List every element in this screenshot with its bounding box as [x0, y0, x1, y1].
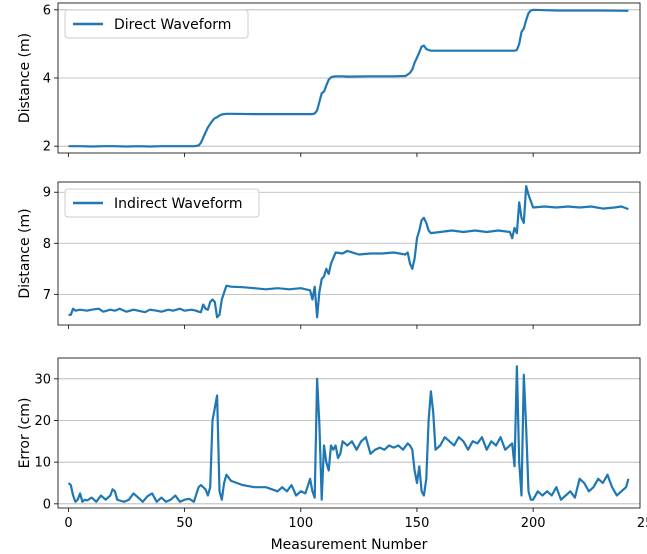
y-axis-label: Error (cm) [17, 398, 33, 469]
axes-frame [57, 357, 641, 509]
x-tick-label: 200 [521, 516, 546, 531]
legend: Direct Waveform [64, 9, 249, 39]
y-tick-label: 30 [34, 372, 51, 387]
y-axis-label: Distance (m) [17, 208, 33, 298]
y-tick-label: 20 [34, 414, 51, 429]
y-tick-label: 6 [43, 3, 51, 18]
legend-label: Indirect Waveform [114, 196, 243, 212]
y-tick-label: 4 [43, 72, 51, 87]
series-line [68, 8, 629, 148]
x-tick-label: 100 [288, 516, 313, 531]
axes-frame [57, 181, 641, 326]
legend-box [64, 188, 260, 218]
y-tick-label: 9 [43, 186, 51, 201]
subplot-1: 2 4 6 Distance (m) Direct Waveform [17, 2, 641, 157]
legend-box [64, 9, 249, 39]
x-tick-label: 50 [176, 516, 193, 531]
subplot-2: 7 8 9 Distance (m) Indirect Waveform [17, 181, 641, 329]
y-tick-label: 7 [43, 288, 51, 303]
y-tick-label: 0 [43, 497, 51, 512]
x-axis-label: Measurement Number [271, 537, 428, 553]
y-tick-label: 8 [43, 237, 51, 252]
series-line [67, 365, 630, 503]
y-tick-label: 2 [43, 140, 51, 155]
x-tick-label: 150 [405, 516, 430, 531]
y-tick-label: 10 [34, 456, 51, 471]
x-tick-label: 0 [64, 516, 72, 531]
subplot-3: 0 10 20 30 0 50 100 150 200 250 Error (cm) Measurem… [17, 357, 647, 553]
legend-label: Direct Waveform [114, 17, 231, 33]
x-tick-label: 250 [637, 516, 647, 531]
legend: Indirect Waveform [64, 188, 260, 218]
series-line [68, 185, 629, 319]
y-axis-label: Distance (m) [17, 33, 33, 123]
